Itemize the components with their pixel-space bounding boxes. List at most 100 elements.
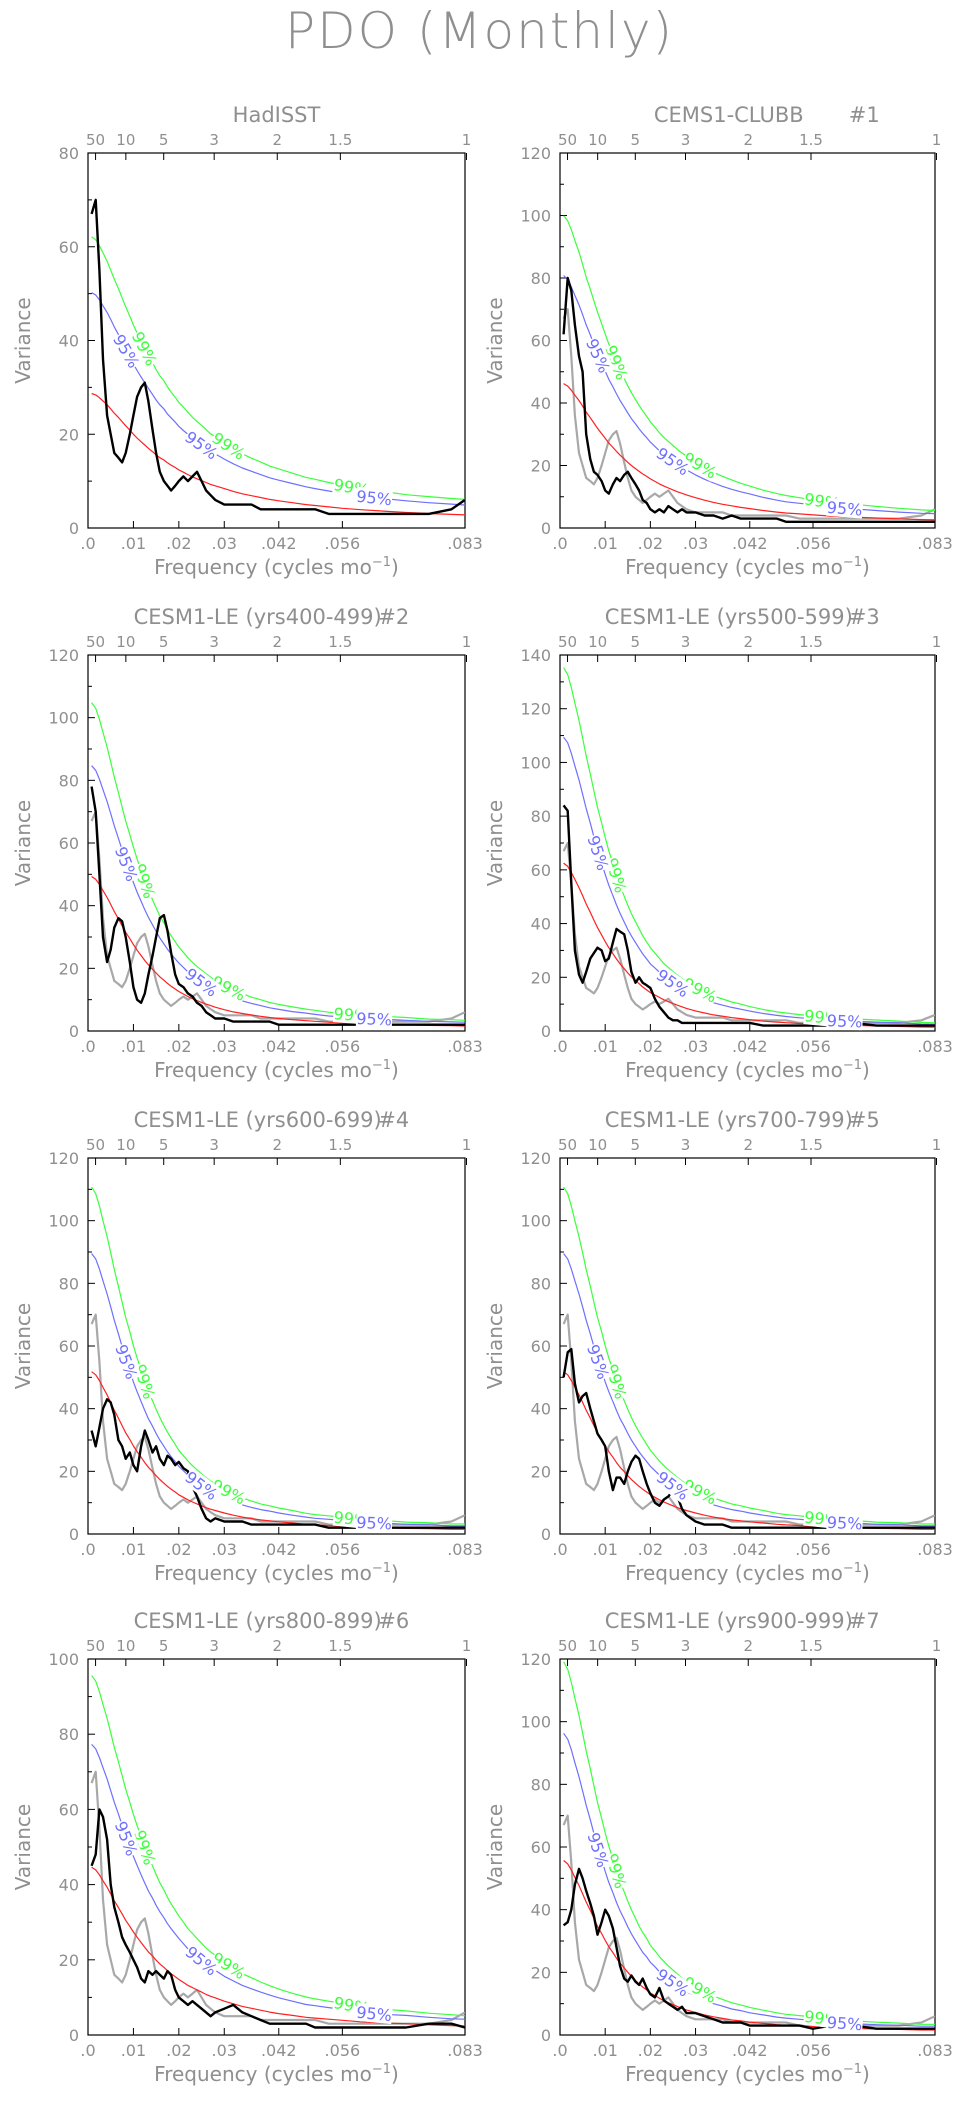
panel-number: #4 <box>378 1108 409 1132</box>
x-tick-label: .083 <box>447 534 483 553</box>
series-observed-line <box>562 804 935 1027</box>
conf95-label: 95% <box>583 1830 612 1870</box>
period-tick-label: 10 <box>116 633 135 651</box>
x-tick-label: .02 <box>166 1037 191 1056</box>
panel-number: #7 <box>849 1609 880 1633</box>
chart-panel-5: CESM1-LE (yrs700-799)#5 0 20 40 60 80 100 120 .0… <box>483 1108 953 1585</box>
x-tick-label: .0 <box>80 534 95 553</box>
x-axis-label: Frequency (cycles mo−1) <box>625 1561 870 1585</box>
y-tick-label: 20 <box>59 425 79 444</box>
panel-number: #5 <box>849 1108 880 1132</box>
label-gap <box>825 497 864 519</box>
y-tick-label: 80 <box>59 1274 79 1293</box>
panel-title: CESM1-LE (yrs800-899) <box>134 1609 382 1633</box>
x-tick-label: .03 <box>683 1037 708 1056</box>
label-gap <box>112 1341 142 1382</box>
conf95-label: 95% <box>583 1342 613 1382</box>
series-conf95-line <box>91 1743 465 2020</box>
y-tick-label: 80 <box>59 144 79 163</box>
x-axis-label: Frequency (cycles mo−1) <box>625 1058 870 1082</box>
label-gap <box>653 1467 693 1504</box>
x-tick-label: .056 <box>325 1540 361 1559</box>
x-tick-label: .056 <box>325 2041 361 2060</box>
x-tick-label: .083 <box>917 534 953 553</box>
conf95-label: 95% <box>356 1513 392 1533</box>
label-gap <box>111 1818 142 1859</box>
y-tick-label: 120 <box>520 144 551 163</box>
period-tick-label: 50 <box>558 1637 577 1655</box>
y-tick-label: 20 <box>59 1462 79 1481</box>
x-axis-label: Frequency (cycles mo−1) <box>154 555 399 579</box>
x-tick-label: .0 <box>552 1037 567 1056</box>
period-tick-label: 5 <box>631 1136 641 1154</box>
y-axis-label: Variance <box>483 1804 507 1890</box>
x-tick-label: .02 <box>166 534 191 553</box>
plot-frame <box>559 1658 936 2036</box>
x-tick-label: .0 <box>80 1540 95 1559</box>
x-tick-label: .083 <box>447 1540 483 1559</box>
y-tick-label: 60 <box>531 332 551 351</box>
label-gap <box>181 1942 222 1979</box>
label-gap <box>679 1475 721 1508</box>
y-tick-label: 120 <box>520 1650 551 1669</box>
plot-frame <box>559 654 936 1032</box>
period-tick-label: 10 <box>116 131 135 149</box>
chart-panel-6: CESM1-LE (yrs800-899)#6 0 20 40 60 80 100 .0 .01… <box>11 1609 483 2086</box>
series-reference-line <box>562 1313 935 1526</box>
period-tick-label: 10 <box>588 633 607 651</box>
period-tick-label: 10 <box>588 131 607 149</box>
label-gap <box>181 427 222 463</box>
label-gap <box>582 335 614 376</box>
period-tick-label: 1.5 <box>328 131 352 149</box>
x-tick-label: .02 <box>638 2041 663 2060</box>
period-tick-label: 2 <box>743 1637 753 1655</box>
x-tick-label: .02 <box>638 1540 663 1559</box>
y-tick-label: 0 <box>541 1022 551 1041</box>
y-tick-label: 100 <box>520 207 551 226</box>
plot-frame <box>87 1157 466 1535</box>
y-axis-label: Variance <box>11 297 35 383</box>
x-tick-label: .03 <box>212 1037 237 1056</box>
period-tick-label: 2 <box>743 1136 753 1154</box>
y-tick-label: 60 <box>59 238 79 257</box>
x-tick-label: .056 <box>795 2041 831 2060</box>
period-tick-label: 1 <box>462 1637 472 1655</box>
period-tick-label: 1.5 <box>799 633 823 651</box>
x-axis-label: Frequency (cycles mo−1) <box>154 1058 399 1082</box>
y-tick-label: 40 <box>59 897 79 916</box>
period-tick-label: 5 <box>631 1637 641 1655</box>
chart-panel-2: CESM1-LE (yrs400-499)#2 0 20 40 60 80 100 120 .0… <box>11 605 483 1082</box>
conf95-label: 95% <box>583 833 612 873</box>
period-tick-label: 5 <box>159 1136 169 1154</box>
x-tick-label: .01 <box>121 534 146 553</box>
label-gap <box>584 832 613 873</box>
label-gap <box>355 1512 393 1533</box>
conf95-label: 95% <box>582 336 614 376</box>
conf95-label: 95% <box>653 965 693 1001</box>
x-axis-label: Frequency (cycles mo−1) <box>154 2062 399 2086</box>
panel-title: CESM1-LE (yrs600-699) <box>134 1108 382 1132</box>
x-tick-label: .0 <box>552 534 567 553</box>
y-tick-label: 0 <box>69 1022 79 1041</box>
y-tick-label: 20 <box>531 1963 551 1982</box>
y-tick-label: 100 <box>520 753 551 772</box>
series-observed-line <box>90 1808 465 2029</box>
label-gap <box>826 2012 864 2034</box>
period-tick-label: 1 <box>932 1136 942 1154</box>
period-tick-label: 1 <box>462 131 472 149</box>
x-tick-label: .03 <box>683 534 708 553</box>
x-tick-label: .02 <box>166 1540 191 1559</box>
x-tick-label: .03 <box>212 2041 237 2060</box>
series-red-noise-line <box>91 392 465 516</box>
label-gap <box>679 448 721 482</box>
x-tick-label: .01 <box>121 1540 146 1559</box>
x-tick-label: .01 <box>592 1037 617 1056</box>
y-tick-label: 40 <box>531 1901 551 1920</box>
y-tick-label: 60 <box>531 861 551 880</box>
label-gap <box>111 843 142 884</box>
x-axis-label: Frequency (cycles mo−1) <box>154 1561 399 1585</box>
conf95-label: 95% <box>826 498 863 520</box>
chart-panel-4: CESM1-LE (yrs600-699)#4 0 20 40 60 80 100 120 .0… <box>11 1108 483 1585</box>
x-tick-label: .042 <box>261 534 297 553</box>
x-tick-label: .056 <box>795 1540 831 1559</box>
